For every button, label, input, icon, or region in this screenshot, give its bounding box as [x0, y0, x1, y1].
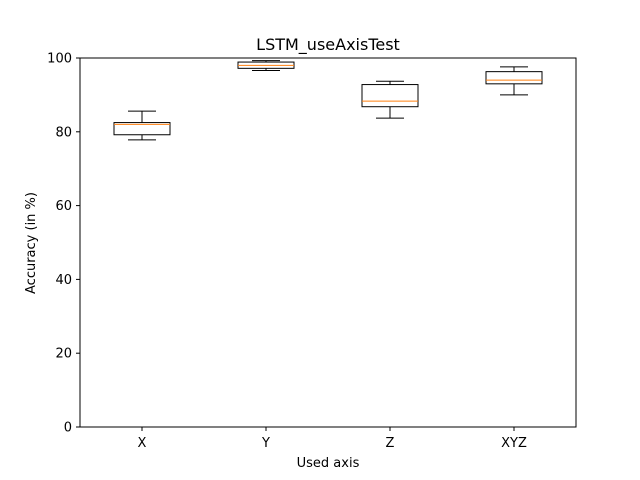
plot-frame	[79, 57, 577, 428]
x-tick-label: Z	[386, 436, 395, 451]
x-tick-label: Y	[261, 436, 270, 451]
y-tick-label: 80	[55, 125, 72, 140]
box-iqr	[113, 122, 171, 136]
y-tick-label: 20	[55, 347, 72, 362]
y-axis-label: Accuracy (in %)	[24, 192, 39, 294]
x-tick-label: XYZ	[501, 436, 527, 451]
chart-title: LSTM_useAxisTest	[256, 35, 400, 55]
box-iqr	[361, 84, 419, 108]
y-tick-label: 0	[64, 421, 72, 436]
box-iqr	[485, 71, 543, 85]
y-tick-label: 60	[55, 199, 72, 214]
x-tick-label: X	[138, 436, 147, 451]
x-axis-label: Used axis	[297, 456, 360, 471]
y-tick-label: 100	[47, 52, 72, 67]
y-tick-label: 40	[55, 273, 72, 288]
